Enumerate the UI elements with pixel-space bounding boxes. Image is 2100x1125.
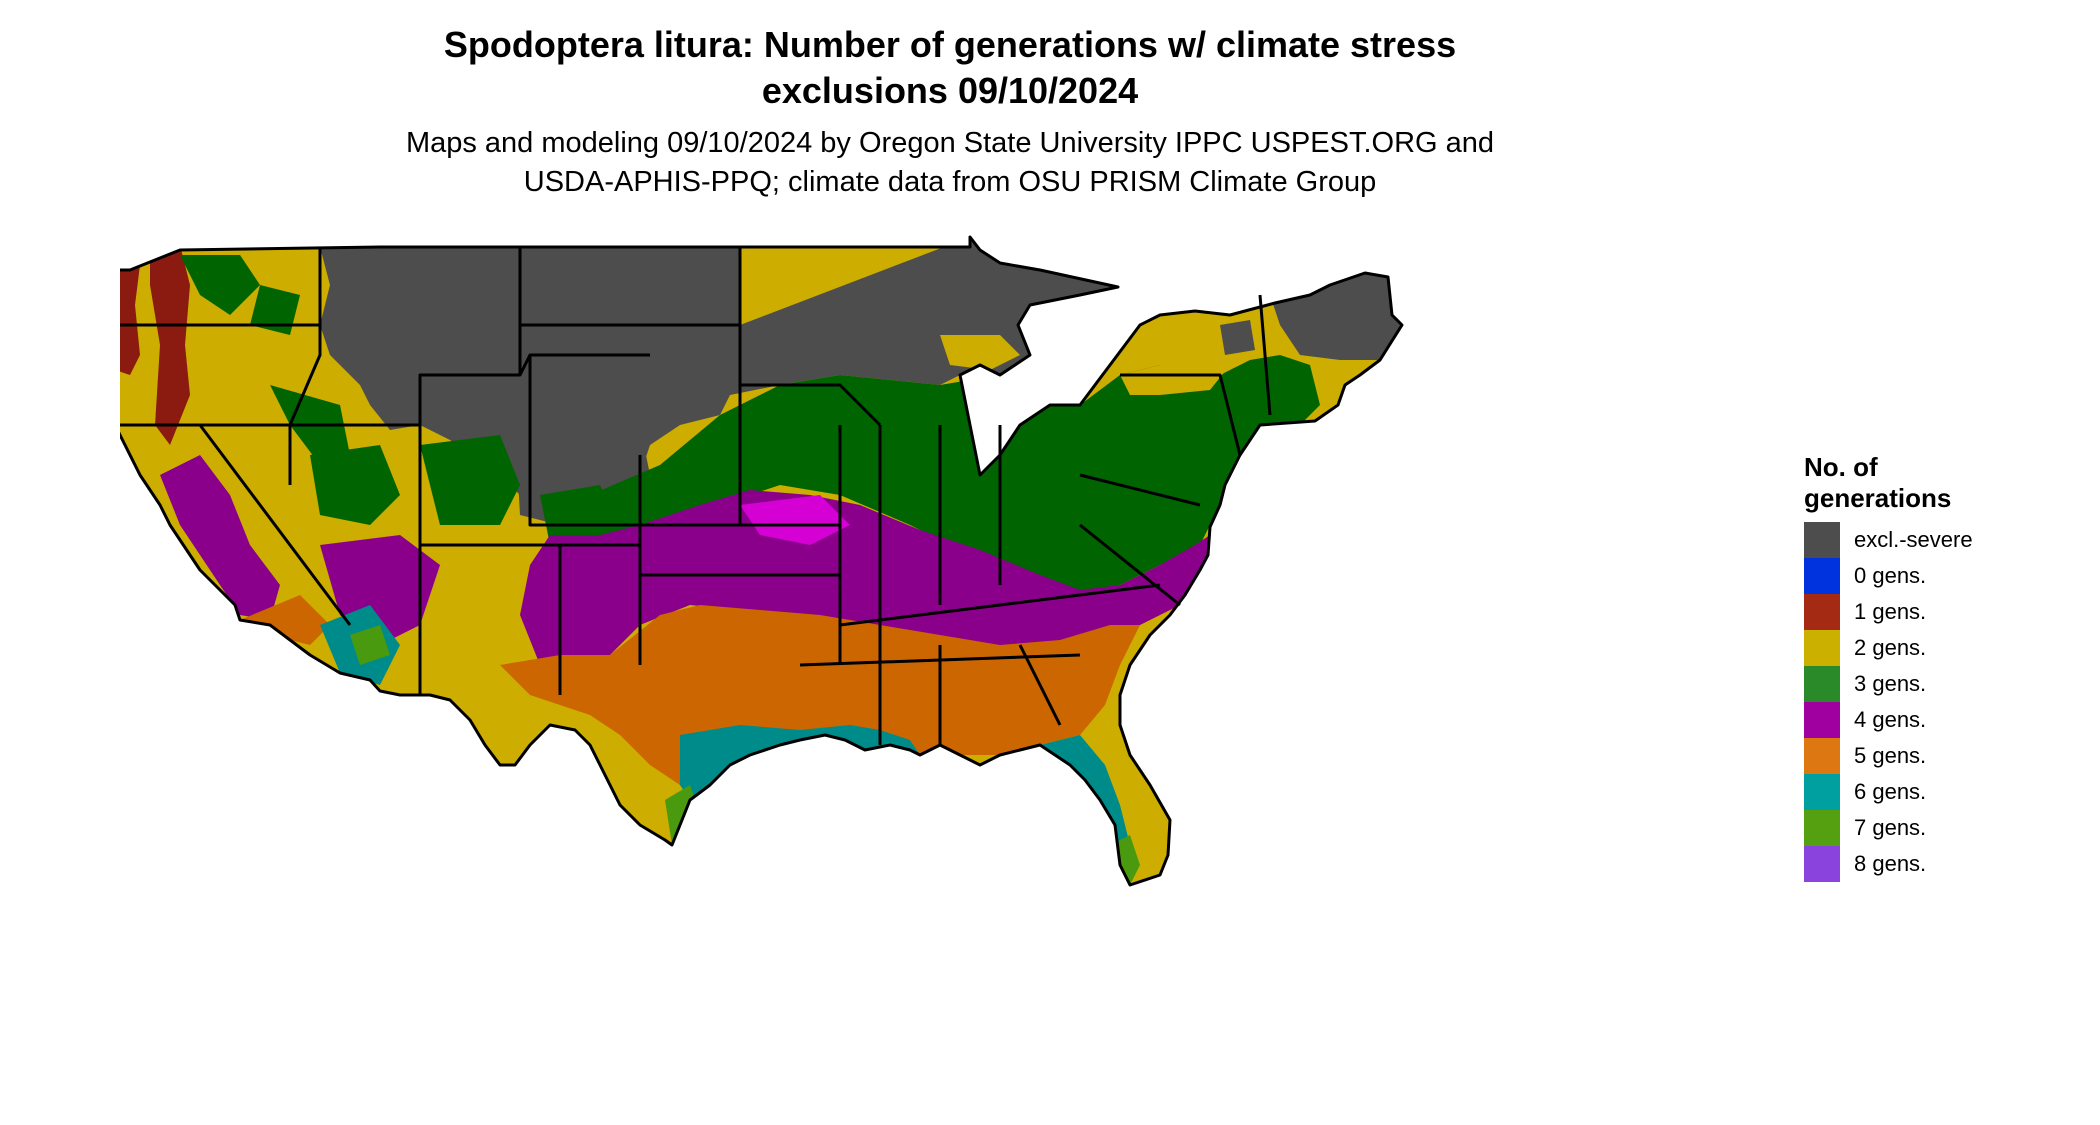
legend-label: excl.-severe <box>1854 527 1973 552</box>
legend-swatch <box>1804 774 1840 810</box>
border-tn-row <box>839 583 1161 627</box>
zone-gen2-wisconsin <box>940 335 1020 370</box>
legend-items: excl.-severe 0 gens. 1 gens. 2 gens. 3 gens.… <box>1804 522 1973 882</box>
border-wa-id <box>288 247 322 485</box>
border-ny-pa <box>1120 373 1242 456</box>
legend-item: 6 gens. <box>1804 774 1973 810</box>
legend-title: No. of generations <box>1804 452 1973 514</box>
border-ca-nv <box>198 424 352 626</box>
zone-gen1-cascades <box>150 245 190 445</box>
border-vt-nh <box>1258 294 1272 416</box>
zone-gen3-east <box>590 355 1320 595</box>
zone-gen3-idaho <box>250 285 300 335</box>
state-boundaries <box>120 235 1404 887</box>
legend-item: 0 gens. <box>1804 558 1973 594</box>
legend-label: 3 gens. <box>1854 671 1927 696</box>
legend-label: 5 gens. <box>1854 743 1927 768</box>
legend-swatch <box>1804 738 1840 774</box>
legend-item: 1 gens. <box>1804 594 1973 630</box>
legend-swatch <box>1804 558 1840 594</box>
zone-gen5-socal <box>240 595 330 645</box>
legend-item: 7 gens. <box>1804 810 1973 846</box>
map-title: Spodoptera litura: Number of generations… <box>0 22 1900 114</box>
legend-label: 1 gens. <box>1854 599 1927 624</box>
border-or-ca-row <box>120 353 650 427</box>
legend-swatch <box>1804 666 1840 702</box>
legend-item: excl.-severe <box>1804 522 1973 558</box>
us-generations-map <box>120 235 1404 887</box>
border-mn-ia <box>740 383 882 427</box>
map-subtitle-line1: Maps and modeling 09/10/2024 by Oregon S… <box>405 127 1495 159</box>
legend-item: 3 gens. <box>1804 666 1973 702</box>
zone-gen4-light-mo <box>740 495 850 545</box>
border-va-nc <box>1079 473 1201 507</box>
border-nc-sc <box>1079 523 1181 607</box>
zone-gen3-nw <box>180 255 260 315</box>
legend-swatch <box>1804 846 1840 882</box>
zone-gen3-basin <box>310 445 400 525</box>
zone-gen5-south <box>500 605 1140 785</box>
legend-item: 4 gens. <box>1804 702 1973 738</box>
zone-gen6-gulf <box>680 725 920 800</box>
legend-label: 2 gens. <box>1854 635 1927 660</box>
border-ga-fl <box>1018 644 1062 726</box>
legend-label: 8 gens. <box>1854 851 1927 876</box>
legend-swatch <box>1804 630 1840 666</box>
map-subtitle-line2: USDA-APHIS-PPQ; climate data from OSU PR… <box>523 166 1377 198</box>
legend-label: 0 gens. <box>1854 563 1927 588</box>
legend-swatch <box>1804 594 1840 630</box>
legend-label: 7 gens. <box>1854 815 1927 840</box>
legend-item: 5 gens. <box>1804 738 1973 774</box>
generation-zones <box>120 237 1402 885</box>
legend-label: 6 gens. <box>1854 779 1927 804</box>
border-wy-co <box>528 355 740 527</box>
legend-title-line2: generations <box>1804 483 1952 513</box>
legend: No. of generations excl.-severe 0 gens. 1 … <box>1804 452 1973 882</box>
legend-swatch <box>1804 522 1840 558</box>
legend-swatch <box>1804 810 1840 846</box>
legend-item: 8 gens. <box>1804 846 1973 882</box>
map-title-line2: exclusions 09/10/2024 <box>761 70 1139 111</box>
zone-gen3-utah <box>420 435 520 525</box>
zone-gen4-california <box>160 455 280 620</box>
map-subtitle: Maps and modeling 09/10/2024 by Oregon S… <box>0 124 1900 202</box>
legend-swatch <box>1804 702 1840 738</box>
legend-title-line1: No. of <box>1804 452 1878 482</box>
zone-excluded-adirondack <box>1220 320 1255 355</box>
legend-label: 4 gens. <box>1854 707 1927 732</box>
legend-item: 2 gens. <box>1804 630 1973 666</box>
map-title-line1: Spodoptera litura: Number of generations… <box>443 24 1457 65</box>
zone-gen1-coast <box>120 265 140 375</box>
zone-gen7-az <box>350 625 390 665</box>
